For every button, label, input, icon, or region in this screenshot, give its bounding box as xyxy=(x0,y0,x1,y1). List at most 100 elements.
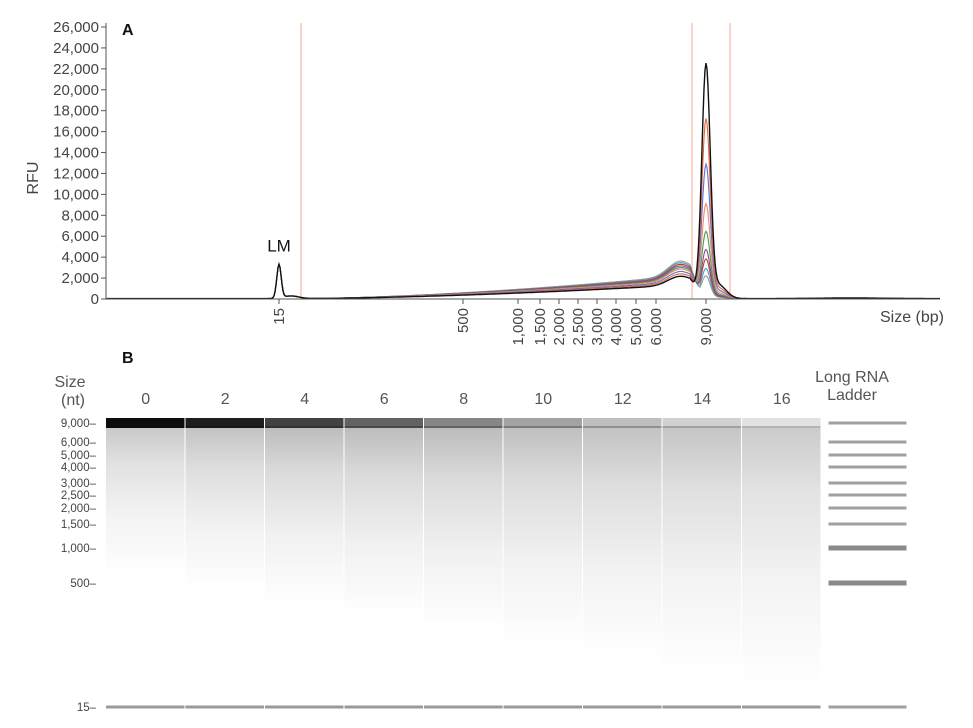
gel-tick-label: 15– xyxy=(77,702,97,714)
x-tick-label: 1,500 xyxy=(532,308,549,346)
gel-tick-label: 500– xyxy=(70,578,96,590)
lane-marker-band xyxy=(265,705,344,709)
lane-smear xyxy=(583,426,662,660)
x-tick-label: 4,000 xyxy=(608,308,625,346)
ladder-band xyxy=(828,465,907,469)
y-axis-label: RFU xyxy=(25,162,42,195)
lane-label: 0 xyxy=(141,391,150,408)
y-tick-label: 2,000 xyxy=(61,270,99,287)
x-tick-label: 3,000 xyxy=(589,308,606,346)
ladder-band xyxy=(828,440,907,444)
lane-marker-band xyxy=(662,705,741,709)
y-tick-label: 8,000 xyxy=(61,207,99,224)
lane-main-band xyxy=(106,418,185,428)
lane-label: 12 xyxy=(614,391,632,408)
trace-line-2 xyxy=(106,118,940,300)
lane-main-band xyxy=(742,418,821,428)
y-tick-label: 16,000 xyxy=(53,124,99,141)
lane-marker-band xyxy=(583,705,662,709)
y-tick-label: 22,000 xyxy=(53,61,99,78)
x-tick-label: 2,500 xyxy=(570,308,587,346)
x-tick-label: 1,000 xyxy=(510,308,527,346)
lane-marker-band xyxy=(185,705,264,709)
lane-smear xyxy=(185,426,264,590)
lane-main-band xyxy=(424,418,503,428)
lane-main-band xyxy=(583,418,662,428)
ladder-label-line2: Ladder xyxy=(827,387,877,404)
trace-line-1 xyxy=(106,62,940,300)
x-tick-label: 2,000 xyxy=(551,308,568,346)
y-tick-label: 10,000 xyxy=(53,186,99,203)
gel-size-unit: (nt) xyxy=(61,392,85,409)
y-tick-label: 18,000 xyxy=(53,103,99,120)
x-axis-ticks: 15 500 1,000 1,500 2,000 2,500 3,000 4,000 5,000… xyxy=(271,299,715,346)
electropherogram-panel: A 0 2,000 4,000 6,000 8,000 10,000 12,000 14,00… xyxy=(25,19,944,346)
ladder-band xyxy=(828,481,907,485)
ladder-band xyxy=(828,421,907,425)
lane-main-band xyxy=(185,418,264,428)
lane-labels: 0 2 4 6 8 10 12 14 16 xyxy=(141,391,790,408)
lane-smear xyxy=(344,426,423,618)
y-tick-label: 24,000 xyxy=(53,40,99,57)
gel-tick-label: 2,500– xyxy=(61,490,97,502)
y-tick-label: 14,000 xyxy=(53,145,99,162)
lane-main-band xyxy=(503,418,582,428)
ladder-label-line1: Long RNA xyxy=(815,369,889,386)
lane-main-band xyxy=(344,418,423,428)
lane-smear xyxy=(106,426,185,576)
y-tick-label: 12,000 xyxy=(53,165,99,182)
y-tick-label: 26,000 xyxy=(53,19,99,36)
ladder-band xyxy=(828,522,907,526)
x-tick-label: 500 xyxy=(455,308,472,333)
gel-y-ticks: 9,000– 6,000–5,000–4,000– 3,000–2,500–2,00… xyxy=(61,418,97,714)
lane-marker-band xyxy=(106,705,185,709)
lane-label: 4 xyxy=(300,391,309,408)
gel-lanes xyxy=(106,418,821,709)
gel-size-title: Size xyxy=(54,374,85,391)
x-tick-label: 6,000 xyxy=(648,308,665,346)
lane-label: 8 xyxy=(459,391,468,408)
lane-label: 6 xyxy=(380,391,389,408)
lane-marker-band xyxy=(344,705,423,709)
ladder-band xyxy=(828,580,907,586)
panel-a-label: A xyxy=(122,22,134,39)
gel-tick-label: 4,000– xyxy=(61,462,97,474)
gel-tick-label: 9,000– xyxy=(61,418,97,430)
trace-line-4 xyxy=(106,202,940,300)
lane-label: 10 xyxy=(534,391,552,408)
lane-marker-band xyxy=(424,705,503,709)
x-tick-label: 15 xyxy=(271,308,288,325)
lane-main-band xyxy=(265,418,344,428)
gel-tick-label: 3,000– xyxy=(61,478,97,490)
lane-label: 14 xyxy=(693,391,711,408)
region-lines xyxy=(300,23,731,299)
gel-tick-label: 5,000– xyxy=(61,450,97,462)
y-axis-ticks: 0 2,000 4,000 6,000 8,000 10,000 12,000 14,000 1… xyxy=(53,19,106,308)
x-tick-label: 9,000 xyxy=(698,308,715,346)
y-tick-label: 0 xyxy=(91,291,99,308)
lane-label: 2 xyxy=(221,391,230,408)
y-tick-label: 6,000 xyxy=(61,228,99,245)
ladder-band xyxy=(828,453,907,457)
lane-smear xyxy=(265,426,344,604)
lane-smear xyxy=(742,426,821,688)
lane-label: 16 xyxy=(773,391,791,408)
ladder-band xyxy=(828,705,907,709)
lane-smear xyxy=(503,426,582,646)
x-tick-label: 5,000 xyxy=(628,308,645,346)
y-tick-label: 20,000 xyxy=(53,82,99,99)
gel-tick-label: 2,000– xyxy=(61,503,97,515)
lane-main-band xyxy=(662,418,741,428)
lane-marker-band xyxy=(742,705,821,709)
gel-tick-label: 1,000– xyxy=(61,543,97,555)
lane-smear xyxy=(662,426,741,674)
lower-marker-annotation: LM xyxy=(267,237,291,256)
gel-tick-label: 1,500– xyxy=(61,519,97,531)
lane-smear xyxy=(424,426,503,632)
panel-b-label: B xyxy=(122,350,134,367)
ladder-band xyxy=(828,493,907,497)
gel-panel: B Size (nt) Long RNA Ladder 9,000– 6,000–… xyxy=(54,350,907,714)
trace-line-3 xyxy=(106,162,940,300)
ladder-lane xyxy=(828,421,907,709)
